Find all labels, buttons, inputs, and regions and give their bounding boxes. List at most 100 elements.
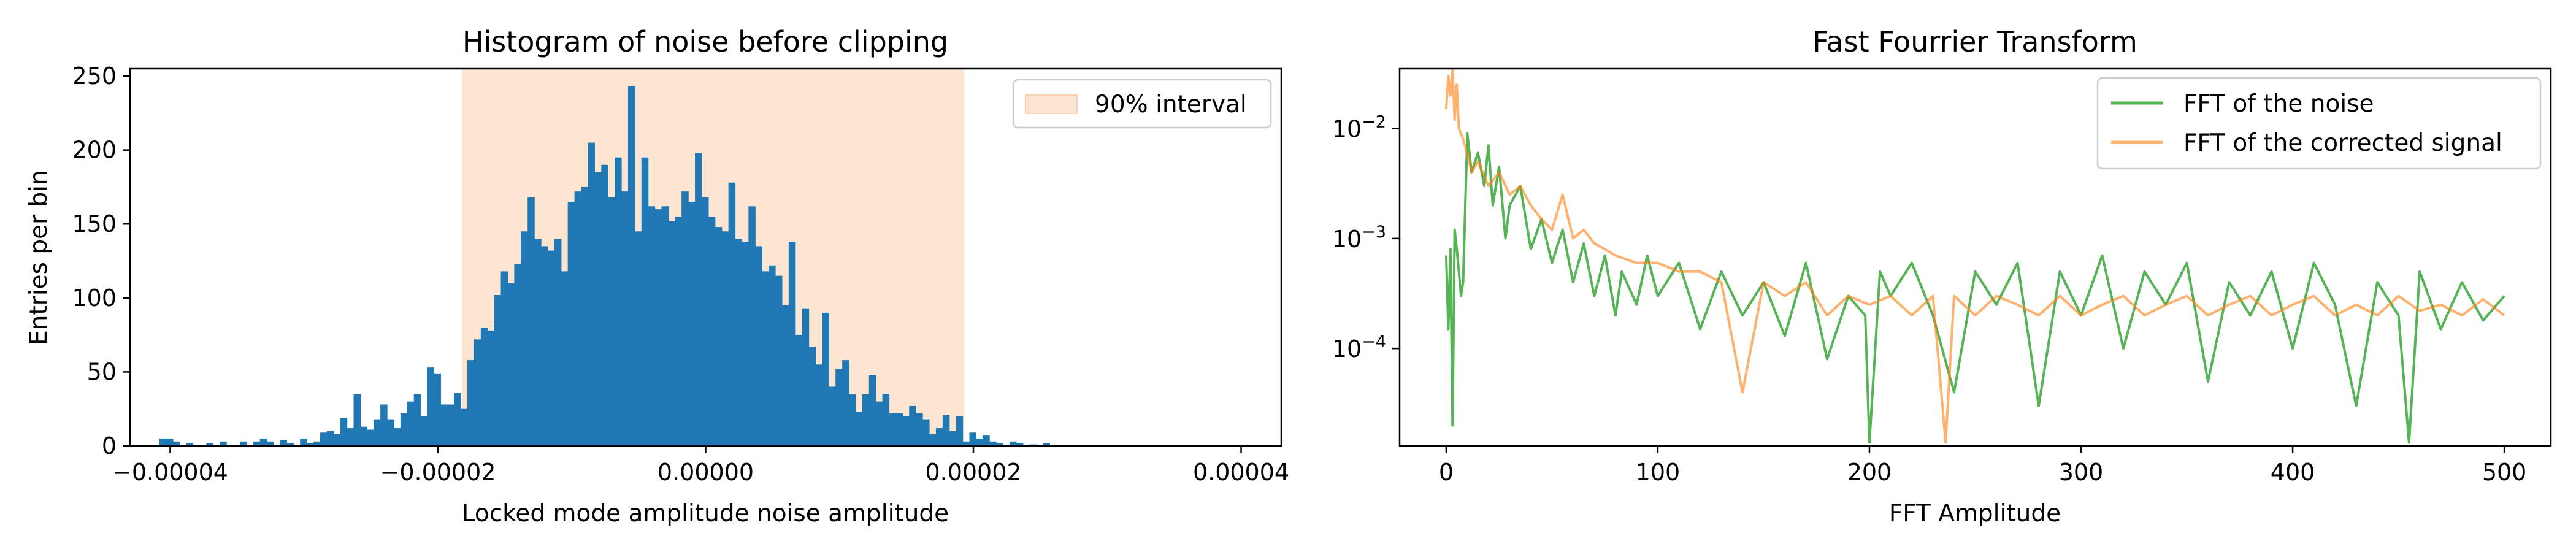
histogram-bar <box>407 401 415 446</box>
histogram-bar <box>220 441 227 446</box>
histogram-bar <box>842 360 849 446</box>
histogram-bar <box>868 375 876 446</box>
histogram-bar <box>909 405 916 446</box>
histogram-bar <box>976 438 983 446</box>
fft-panel: Fast Fourrier Transform 0 100 200 300 400 500… <box>1332 25 2552 527</box>
histogram-bar <box>567 202 575 446</box>
histogram-bar <box>374 419 381 446</box>
histogram-bar <box>159 438 167 446</box>
histogram-bar <box>461 408 468 446</box>
histogram-bar <box>400 413 408 446</box>
histogram-bar <box>849 394 856 446</box>
y-tick-label: 50 <box>87 358 117 385</box>
histogram-bar <box>815 364 822 446</box>
histogram-bar <box>895 413 903 446</box>
histogram-y-label: Entries per bin <box>25 170 53 345</box>
histogram-bar <box>735 239 743 446</box>
histogram-bars <box>159 86 1051 447</box>
histogram-bar <box>534 239 542 446</box>
histogram-legend: 90% interval <box>1012 79 1272 129</box>
fft-x-label: FFT Amplitude <box>1889 500 2061 527</box>
histogram-bar <box>929 434 937 446</box>
histogram-bar <box>581 186 589 446</box>
histogram-bar <box>347 428 355 446</box>
x-tick-label: 0.00000 <box>657 459 754 486</box>
histogram-panel: Histogram of noise before clipping −0.00… <box>25 25 1289 527</box>
histogram-bar <box>902 416 910 446</box>
histogram-bar <box>829 386 836 446</box>
fft-x-ticks: 0 100 200 300 400 500 <box>1439 446 2527 486</box>
histogram-bar <box>715 227 723 446</box>
y-tick-label: 100 <box>72 285 117 312</box>
histogram-bar <box>367 429 374 446</box>
histogram-bar <box>935 428 943 446</box>
y-tick-label: 200 <box>72 137 117 164</box>
y-tick-label: 250 <box>72 63 117 90</box>
histogram-bar <box>1009 441 1017 446</box>
histogram-bar <box>473 339 481 446</box>
histogram-bar <box>427 367 435 446</box>
histogram-bar <box>608 197 615 446</box>
histogram-bar <box>206 443 213 446</box>
x-tick-label: 500 <box>2482 459 2527 486</box>
histogram-bar <box>1016 443 1024 446</box>
x-tick-label: 100 <box>1636 459 1681 486</box>
histogram-bar <box>326 431 334 446</box>
histogram-bar <box>239 441 247 446</box>
fft-series-line <box>1444 69 2505 444</box>
histogram-bar <box>634 231 642 446</box>
histogram-bar <box>507 283 515 446</box>
histogram-bar <box>440 404 448 446</box>
x-tick-label: 0.00002 <box>925 459 1021 486</box>
histogram-bar <box>574 191 582 446</box>
histogram-bar <box>701 197 709 446</box>
histogram-bar <box>487 330 495 446</box>
legend-label-fft-noise: FFT of the noise <box>2183 90 2374 118</box>
histogram-bar <box>320 432 328 446</box>
fft-y-ticks: 10−4 10−3 10−2 <box>1332 113 1400 362</box>
histogram-bar <box>467 360 475 446</box>
histogram-bar <box>788 242 796 446</box>
histogram-bar <box>313 441 321 446</box>
histogram-bar <box>300 438 307 446</box>
legend-label-90-interval: 90% interval <box>1095 91 1247 118</box>
histogram-bar <box>989 441 997 446</box>
x-tick-label: −0.00004 <box>112 459 228 486</box>
histogram-bar <box>654 209 662 446</box>
histogram-bar <box>387 419 394 446</box>
histogram-bar <box>541 246 548 446</box>
histogram-bar <box>781 305 789 446</box>
histogram-bar <box>922 419 930 446</box>
x-tick-label: 200 <box>1847 459 1892 486</box>
histogram-bar <box>627 86 635 447</box>
legend-label-fft-corrected: FFT of the corrected signal <box>2183 129 2502 157</box>
histogram-bar <box>514 264 521 446</box>
histogram-bar <box>588 142 595 446</box>
histogram-bar <box>969 432 976 446</box>
x-tick-label: −0.00002 <box>380 459 496 486</box>
histogram-bar <box>822 312 829 446</box>
histogram-bar <box>648 206 656 446</box>
histogram-bar <box>360 426 367 446</box>
histogram-bar <box>755 246 762 446</box>
histogram-bar <box>454 393 461 446</box>
histogram-bar <box>447 404 454 446</box>
histogram-bar <box>353 394 361 446</box>
x-tick-label: 300 <box>2059 459 2104 486</box>
fft-legend: FFT of the noise FFT of the corrected si… <box>2096 77 2542 170</box>
histogram-bar <box>259 438 267 446</box>
histogram-bar <box>882 394 890 446</box>
histogram-bar <box>554 239 562 446</box>
histogram-bar <box>1043 443 1051 446</box>
histogram-bar <box>340 418 348 446</box>
histogram-bar <box>393 428 401 446</box>
histogram-bar <box>835 369 843 446</box>
histogram-bar <box>942 415 950 446</box>
histogram-bar <box>547 250 555 446</box>
histogram-bar <box>681 191 689 446</box>
legend-swatch-90-interval <box>1025 94 1078 114</box>
histogram-bar <box>728 182 736 446</box>
histogram-bar <box>695 153 702 446</box>
histogram-title: Histogram of noise before clipping <box>462 25 948 58</box>
histogram-bar <box>561 271 569 446</box>
